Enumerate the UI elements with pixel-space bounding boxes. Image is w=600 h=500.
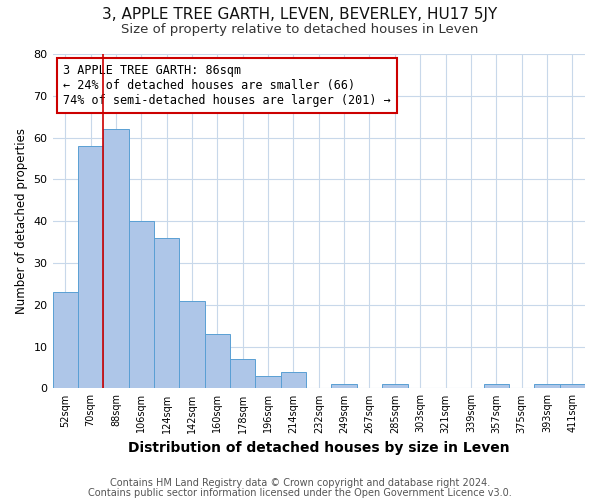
Text: Size of property relative to detached houses in Leven: Size of property relative to detached ho… bbox=[121, 22, 479, 36]
Text: Contains HM Land Registry data © Crown copyright and database right 2024.: Contains HM Land Registry data © Crown c… bbox=[110, 478, 490, 488]
Bar bbox=[128, 221, 154, 388]
Bar bbox=[534, 384, 560, 388]
Text: Contains public sector information licensed under the Open Government Licence v3: Contains public sector information licen… bbox=[88, 488, 512, 498]
Text: 3, APPLE TREE GARTH, LEVEN, BEVERLEY, HU17 5JY: 3, APPLE TREE GARTH, LEVEN, BEVERLEY, HU… bbox=[103, 8, 497, 22]
Bar bbox=[230, 359, 256, 388]
Bar bbox=[154, 238, 179, 388]
Bar bbox=[331, 384, 357, 388]
Bar bbox=[484, 384, 509, 388]
Bar bbox=[53, 292, 78, 388]
Bar bbox=[78, 146, 103, 388]
Bar bbox=[281, 372, 306, 388]
Bar bbox=[256, 376, 281, 388]
Bar bbox=[382, 384, 407, 388]
Bar bbox=[205, 334, 230, 388]
Bar bbox=[103, 129, 128, 388]
Bar bbox=[560, 384, 585, 388]
Text: 3 APPLE TREE GARTH: 86sqm
← 24% of detached houses are smaller (66)
74% of semi-: 3 APPLE TREE GARTH: 86sqm ← 24% of detac… bbox=[63, 64, 391, 107]
Y-axis label: Number of detached properties: Number of detached properties bbox=[15, 128, 28, 314]
Bar bbox=[179, 300, 205, 388]
X-axis label: Distribution of detached houses by size in Leven: Distribution of detached houses by size … bbox=[128, 441, 509, 455]
